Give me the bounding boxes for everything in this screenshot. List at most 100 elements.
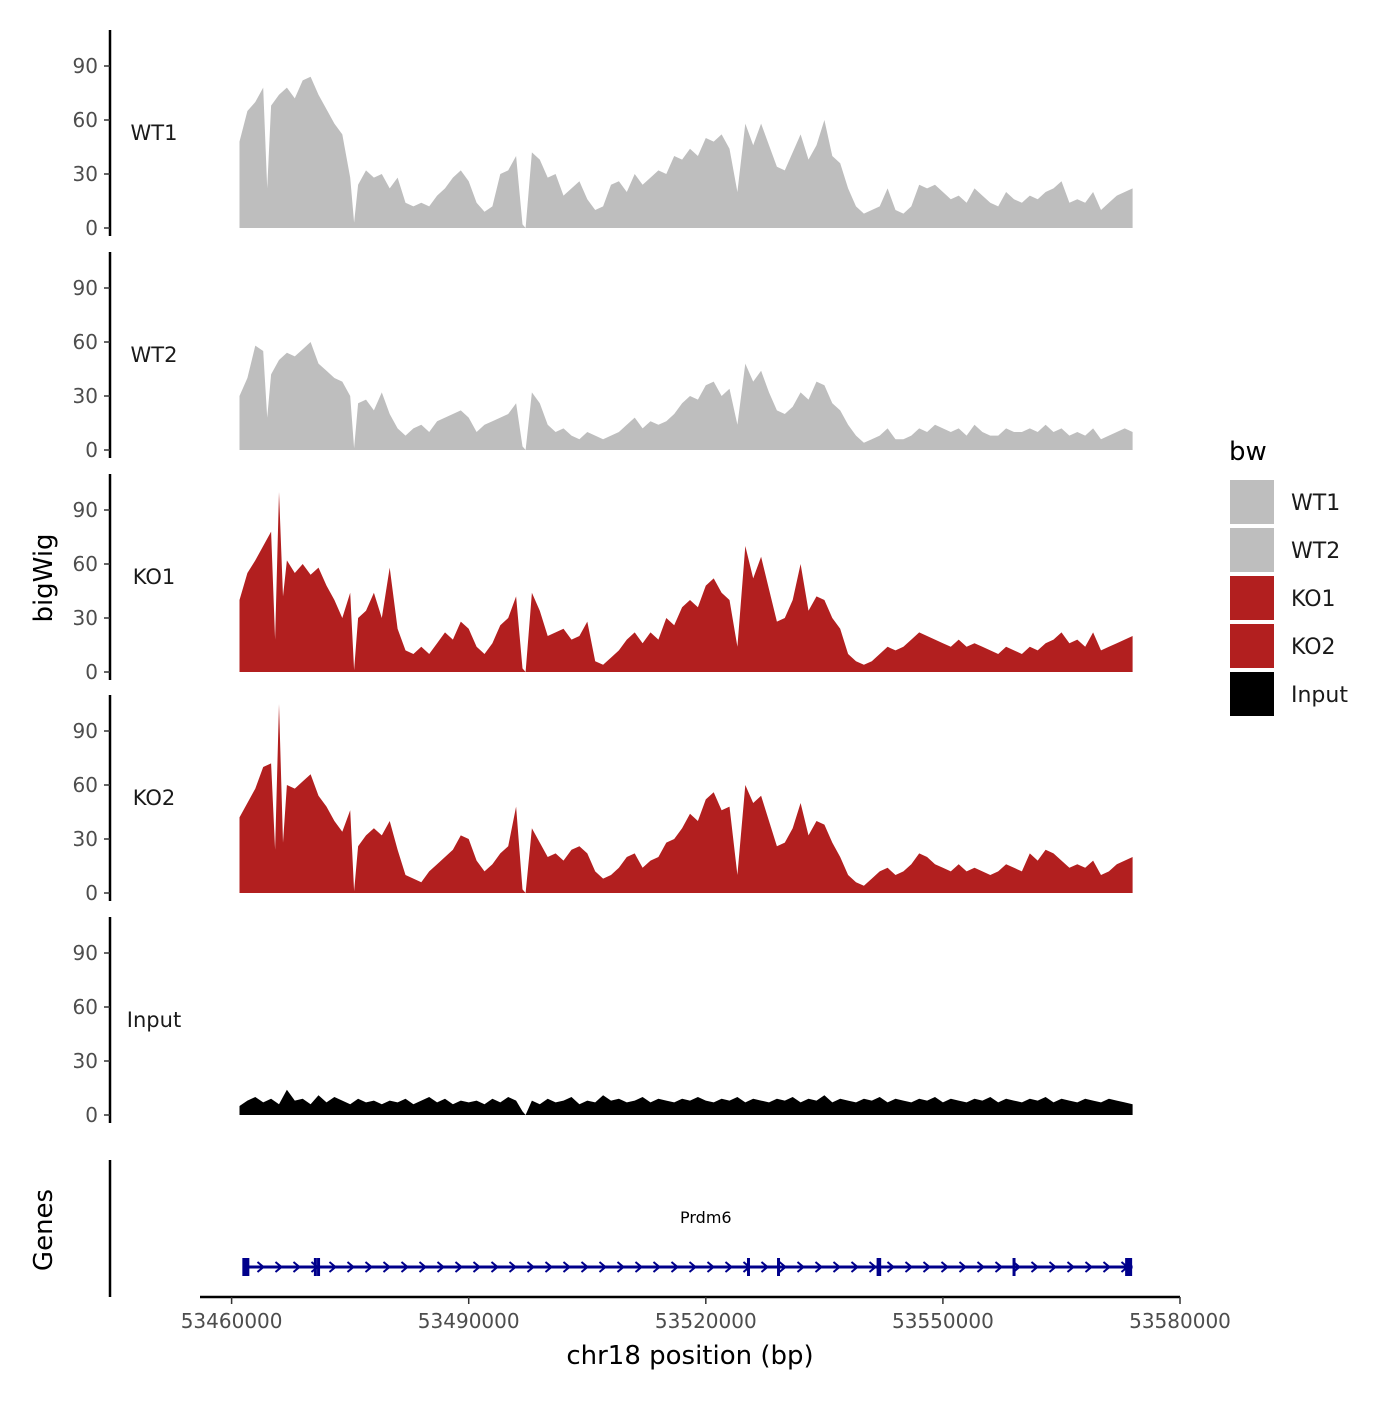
exon [242,1258,250,1276]
signal-area-ko2 [239,704,1133,893]
strand-arrow [994,1261,1004,1273]
strand-arrow [868,1261,878,1273]
y-tick-label: 90 [73,941,98,965]
y-tick-label: 30 [73,827,98,851]
x-tick-label: 53520000 [655,1309,757,1333]
exon [777,1258,781,1276]
strand-arrow [760,1261,770,1273]
track-ko1: 0 30 60 90 KO1 [73,474,1133,684]
legend-label-ko1: KO1 [1291,587,1336,612]
strand-arrow [400,1261,410,1273]
x-axis-title: chr18 position (bp) [566,1341,813,1371]
strand-arrow [544,1261,554,1273]
track-label-ko1: KO1 [133,565,176,589]
genes-panel-title: Genes [29,1189,59,1271]
strand-arrow [292,1261,302,1273]
legend-title: bw [1229,437,1267,467]
strand-arrow [328,1261,338,1273]
strand-arrow [706,1261,716,1273]
y-tick-label: 60 [73,995,98,1019]
exon [1012,1258,1016,1276]
strand-arrow [454,1261,464,1273]
strand-arrow [652,1261,662,1273]
legend-label-wt1: WT1 [1291,491,1340,516]
exon [746,1258,750,1276]
signal-area-ko1 [239,492,1133,672]
strand-arrow [1048,1261,1058,1273]
strand-arrow [814,1261,824,1273]
exon [876,1258,880,1276]
y-tick-label: 30 [73,606,98,630]
legend-label-ko2: KO2 [1291,635,1336,660]
strand-arrow [670,1261,680,1273]
legend-key-ko2 [1230,624,1274,668]
strand-arrow [616,1261,626,1273]
strand-arrow [382,1261,392,1273]
strand-arrow [256,1261,266,1273]
y-tick-label: 30 [73,1049,98,1073]
legend-key-input [1230,672,1274,716]
strand-arrow [526,1261,536,1273]
gene-label: Prdm6 [680,1208,732,1227]
x-axis: 53460000 53490000 53520000 53550000 53580000 [181,1295,1231,1333]
signal-area-wt2 [239,342,1133,450]
strand-arrow [904,1261,914,1273]
y-tick-label: 60 [73,108,98,132]
strand-arrow [796,1261,806,1273]
y-tick-label: 0 [85,881,98,905]
strand-arrow [688,1261,698,1273]
y-tick-label: 90 [73,54,98,78]
track-label-input: Input [127,1008,181,1032]
y-tick-label: 90 [73,719,98,743]
strand-arrow [958,1261,968,1273]
track-ko2: 0 30 60 90 KO2 [73,695,1133,905]
track-wt1: 0 30 60 90 WT1 [73,30,1133,240]
y-axis-title: bigWig [29,533,59,622]
strand-arrow [472,1261,482,1273]
strand-arrow [1102,1261,1112,1273]
strand-arrow [634,1261,644,1273]
track-label-ko2: KO2 [133,786,176,810]
strand-arrow [274,1261,284,1273]
y-tick-label: 60 [73,773,98,797]
x-tick-label: 53550000 [892,1309,994,1333]
track-label-wt1: WT1 [131,121,178,145]
track-input: 0 30 60 90 Input [73,917,1133,1127]
strand-arrow [580,1261,590,1273]
x-tick-label: 53580000 [1129,1309,1231,1333]
signal-area-input [239,1089,1133,1115]
strand-arrow [346,1261,356,1273]
legend-key-wt1 [1230,480,1274,524]
strand-arrow [364,1261,374,1273]
gene-prdm6: Prdm6 [242,1208,1133,1276]
exon [317,1258,321,1276]
y-tick-label: 0 [85,216,98,240]
legend-label-wt2: WT2 [1291,539,1340,564]
strand-arrow [598,1261,608,1273]
strand-arrow [940,1261,950,1273]
strand-arrow [1066,1261,1076,1273]
strand-arrow [1030,1261,1040,1273]
strand-arrow [976,1261,986,1273]
strand-arrow [436,1261,446,1273]
y-tick-label: 0 [85,438,98,462]
y-tick-label: 0 [85,1103,98,1127]
legend-label-input: Input [1291,683,1348,708]
y-tick-label: 30 [73,162,98,186]
track-label-wt2: WT2 [131,343,178,367]
strand-arrow [724,1261,734,1273]
strand-arrow [778,1261,788,1273]
tracks-layer: 0 30 60 90 WT1 0 30 60 90 WT2 0 30 60 90 KO1 0 30 60 90 KO2… [73,30,1133,1127]
y-tick-label: 60 [73,330,98,354]
strand-arrow [850,1261,860,1273]
genes-layer: Prdm6 [108,1160,1133,1297]
exon [878,1258,882,1276]
signal-area-wt1 [239,76,1133,228]
x-tick-label: 53490000 [418,1309,520,1333]
y-tick-label: 90 [73,276,98,300]
exon [313,1258,317,1276]
exon [1125,1258,1133,1276]
strand-arrow [562,1261,572,1273]
